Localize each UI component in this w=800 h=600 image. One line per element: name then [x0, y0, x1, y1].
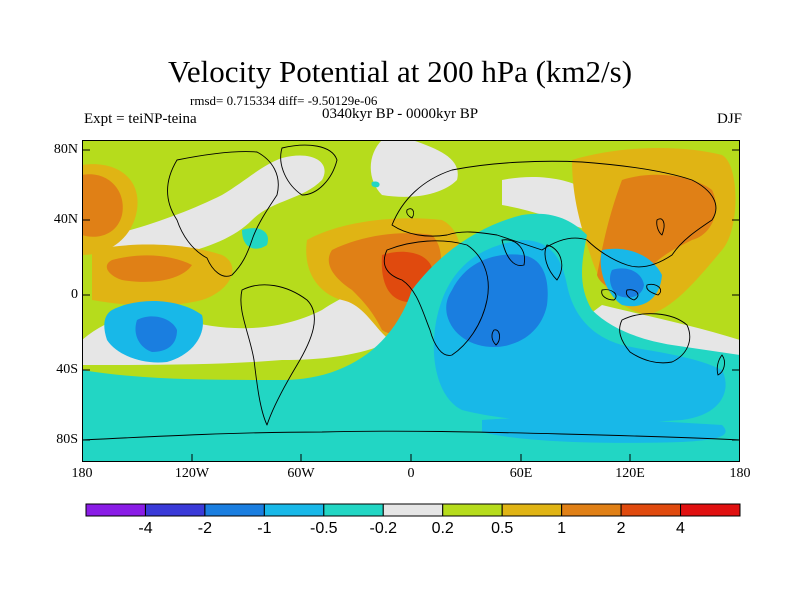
- colorbar-swatch: [323, 503, 384, 517]
- colorbar-label: 0.2: [431, 520, 454, 537]
- velocity-potential-map: [82, 140, 740, 462]
- season-label: DJF: [716, 111, 742, 127]
- lat-tick-label: 80S: [56, 432, 78, 447]
- lon-tick-label: 60E: [509, 466, 533, 481]
- colorbar-label: -0.5: [310, 520, 338, 537]
- colorbar-swatch: [442, 503, 503, 517]
- axis-ticks: [82, 149, 740, 462]
- lon-tick-label: 120E: [615, 466, 645, 481]
- colorbar-label: 4: [676, 520, 685, 537]
- lat-tick-label: 40S: [56, 362, 78, 377]
- stats-label: rmsd= 0.715334 diff= -9.50129e-06: [190, 93, 378, 108]
- lon-tick-label: 60W: [287, 466, 315, 481]
- colorbar-swatch: [204, 503, 265, 517]
- map-title: Velocity Potential at 200 hPa (km2/s): [167, 54, 633, 89]
- lon-tick-label: 0: [407, 466, 415, 481]
- lat-tick-label: 40N: [53, 212, 78, 227]
- colorbar-swatch: [85, 503, 146, 517]
- colorbar-label: -2: [197, 520, 213, 537]
- colorbar-swatch: [561, 503, 622, 517]
- lat-tick-label: 80N: [53, 142, 78, 157]
- colorbar-label: 0.5: [491, 520, 514, 537]
- colorbar-label: 2: [616, 520, 626, 537]
- lon-tick-label: 180: [729, 466, 751, 481]
- period-label: 0340kyr BP - 0000kyr BP: [321, 106, 479, 122]
- lon-tick-label: 180: [71, 466, 93, 481]
- colorbar: [85, 503, 741, 517]
- lon-tick-label: 120W: [174, 466, 210, 481]
- experiment-label: Expt = teiNP-teina: [84, 111, 197, 127]
- colorbar-label: -4: [138, 520, 153, 537]
- colorbar-label: -1: [257, 520, 272, 537]
- colorbar-swatch: [680, 503, 741, 517]
- coastlines: [82, 144, 740, 441]
- colorbar-swatch: [620, 503, 682, 517]
- colorbar-label: -0.2: [369, 520, 398, 537]
- lat-tick-label: 0: [71, 287, 78, 302]
- colorbar-label: 1: [557, 520, 567, 537]
- colorbar-swatch: [501, 503, 563, 517]
- negative-strong-regions: [135, 254, 644, 352]
- colorbar-swatch: [263, 503, 325, 517]
- colorbar-swatch: [382, 503, 444, 517]
- colorbar-swatch: [144, 503, 206, 517]
